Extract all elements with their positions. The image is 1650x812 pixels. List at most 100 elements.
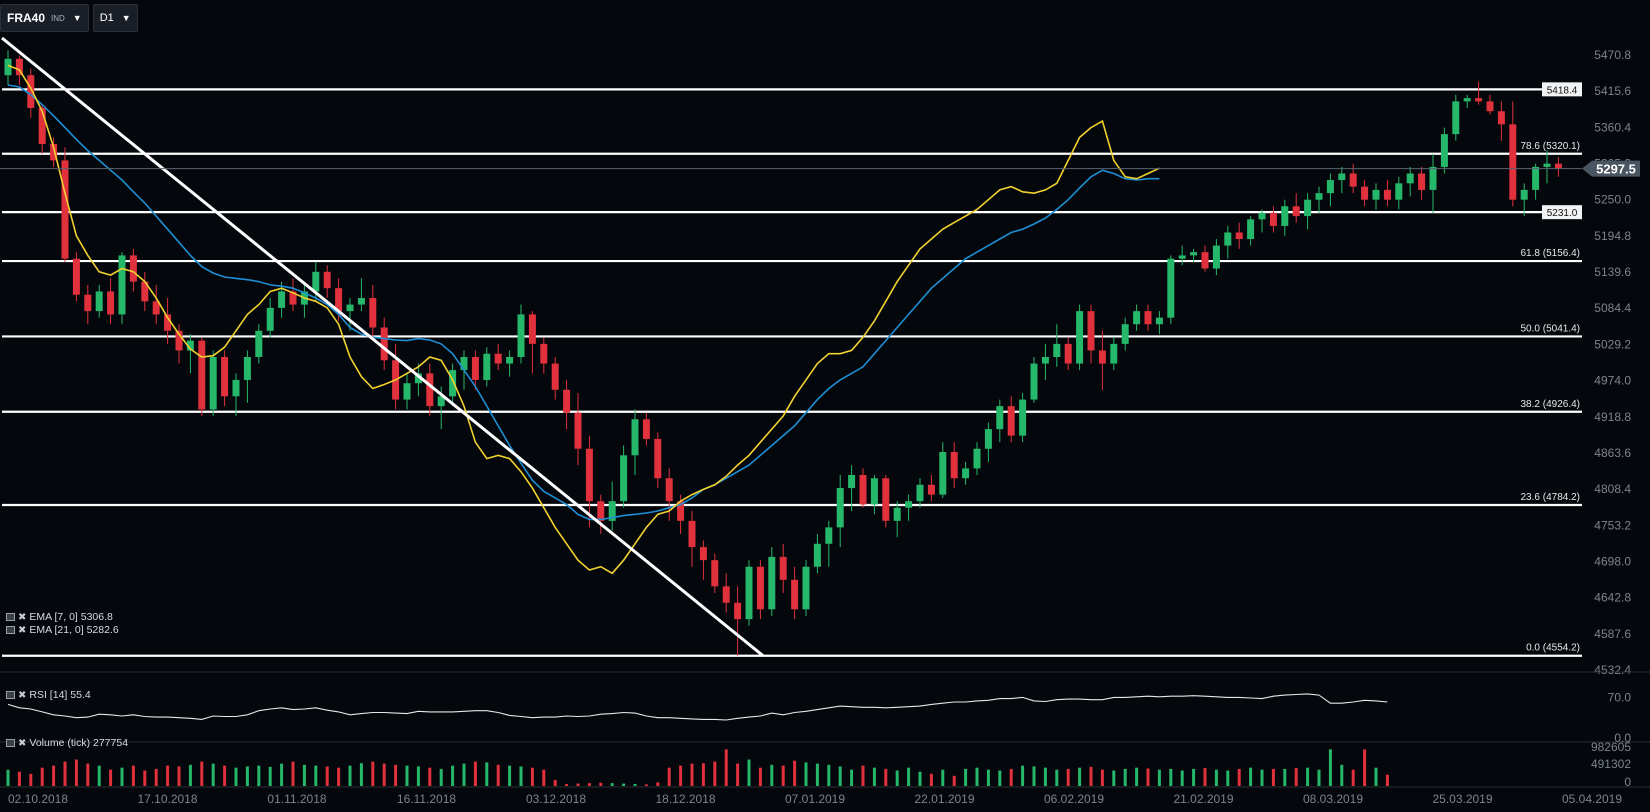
volume-bar [143, 770, 147, 786]
candle-body [1326, 180, 1334, 194]
candle-body [517, 314, 525, 357]
volume-bar [496, 764, 500, 786]
volume-bar [280, 763, 284, 786]
volume-bar [462, 763, 466, 786]
candle-body [791, 579, 799, 610]
close-icon[interactable]: ✖ [18, 611, 27, 623]
timeframe-selector[interactable]: D1 ▼ [92, 4, 138, 32]
candle-body [950, 452, 958, 479]
candle-body [129, 255, 137, 282]
level-label: 61.8 (5156.4) [1521, 248, 1581, 259]
candle-body [574, 412, 582, 449]
candle-body [996, 406, 1004, 430]
volume-bar [850, 769, 854, 786]
volume-bar [804, 762, 808, 786]
candle-body [1133, 311, 1141, 325]
volume-bar [838, 766, 842, 786]
volume-bar [964, 768, 968, 786]
close-icon[interactable]: ✖ [18, 737, 27, 749]
volume-bar [1112, 770, 1116, 786]
volume-bar [667, 767, 671, 786]
volume-bar [1100, 769, 1104, 786]
candle-body [1121, 324, 1129, 344]
volume-bar [1385, 774, 1389, 786]
volume-bar [63, 761, 67, 786]
volume-bar [793, 760, 797, 786]
volume-bar [6, 769, 10, 786]
volume-bar [622, 783, 626, 786]
candle-body [1201, 252, 1209, 269]
candle-body [1167, 258, 1175, 318]
close-icon[interactable]: ✖ [18, 689, 27, 701]
candle-body [825, 527, 833, 544]
candle-body [1258, 212, 1266, 220]
candle-body [1224, 232, 1232, 246]
volume-bar [815, 763, 819, 786]
candle-body [323, 271, 331, 289]
last-price-tag [1582, 160, 1640, 177]
legend-ema-slow-text: EMA [21, 0] 5282.6 [29, 624, 119, 636]
volume-bar [1078, 767, 1082, 786]
volume-bar [633, 783, 637, 786]
candle-body [483, 353, 491, 380]
level-label-box [1542, 82, 1582, 97]
candle-body [232, 379, 240, 397]
price-axis-tick: 5415.6 [1594, 84, 1631, 98]
candle-body [1155, 317, 1163, 325]
volume-bar [268, 766, 272, 786]
candle-body [1418, 173, 1426, 190]
candle-body [756, 566, 764, 610]
close-icon[interactable]: ✖ [18, 624, 27, 636]
candle-body [1212, 245, 1220, 269]
candle-body [1497, 111, 1505, 125]
volume-bar [166, 765, 170, 786]
candle-body [870, 478, 878, 505]
date-axis-tick: 06.02.2019 [1044, 792, 1104, 806]
volume-bar [690, 763, 694, 786]
candle-body [813, 543, 821, 567]
candle-body [27, 75, 35, 108]
candle-body [1338, 173, 1346, 181]
indicator-settings-icon[interactable] [6, 613, 15, 621]
symbol-name: FRA40 [7, 11, 46, 25]
candle-body [1098, 350, 1106, 364]
candle-body [882, 478, 890, 521]
candle-body [380, 327, 388, 361]
volume-bar [1180, 770, 1184, 786]
candle-body [1019, 399, 1027, 436]
volume-bar [1135, 767, 1139, 786]
candle-body [1269, 212, 1277, 226]
chevron-down-icon: ▼ [72, 13, 82, 23]
date-axis-tick: 17.10.2018 [137, 792, 197, 806]
volume-bar [895, 770, 899, 786]
volume-bar [234, 767, 238, 786]
volume-bar [359, 763, 363, 786]
indicator-settings-icon[interactable] [6, 691, 15, 699]
candle-body [95, 291, 103, 312]
indicator-settings-icon[interactable] [6, 626, 15, 634]
indicator-settings-icon[interactable] [6, 739, 15, 747]
symbol-selector[interactable]: FRA40 IND ▼ [0, 4, 89, 32]
legend-rsi: ✖ RSI [14] 55.4 [6, 689, 91, 701]
date-axis-tick: 22.01.2019 [914, 792, 974, 806]
volume-bar [1271, 768, 1275, 786]
volume-bar [530, 767, 534, 786]
volume-bar [758, 767, 762, 786]
candle-body [540, 343, 548, 364]
volume-bar [701, 763, 705, 786]
candle-body [289, 291, 297, 305]
volume-bar [827, 764, 831, 786]
candle-body [175, 330, 183, 351]
candle-body [608, 501, 616, 521]
volume-bar [1009, 768, 1013, 786]
date-axis-tick: 18.12.2018 [655, 792, 715, 806]
volume-bar [1351, 769, 1355, 786]
date-axis-tick: 16.11.2018 [397, 792, 456, 806]
volume-bar [781, 765, 785, 786]
volume-bar [1237, 768, 1241, 786]
volume-bar [1066, 768, 1070, 786]
candle-body [243, 356, 251, 380]
volume-bar [485, 762, 489, 786]
